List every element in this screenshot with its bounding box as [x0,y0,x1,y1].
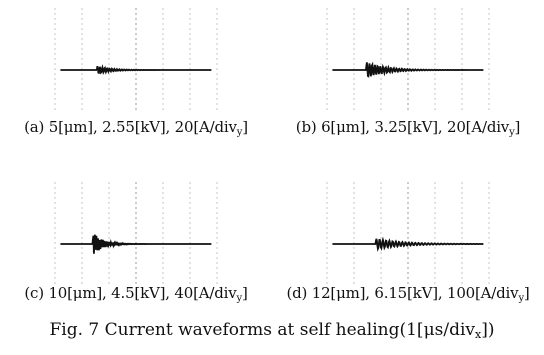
panel-caption: (a) 5[μm], 2.55[kV], 20[A/divy] [24,118,248,138]
panel-caption: (d) 12[μm], 6.15[kV], 100[A/divy] [286,284,530,304]
figure-caption: Fig. 7 Current waveforms at self healing… [49,320,495,341]
waveform-panel-c: (c) 10[μm], 4.5[kV], 40[A/divy] [0,152,272,304]
panel-caption: (c) 10[μm], 4.5[kV], 40[A/divy] [24,284,248,304]
current-waveform-trace [332,61,484,78]
oscilloscope-plot [326,8,490,110]
oscilloscope-plot [54,8,218,110]
waveform-panel-a: (a) 5[μm], 2.55[kV], 20[A/divy] [0,0,272,150]
waveform-panel-b: (b) 6[μm], 3.25[kV], 20[A/divy] [272,0,544,150]
current-waveform-trace [332,236,484,252]
oscilloscope-plot [326,182,490,284]
current-waveform-trace [60,64,212,76]
oscilloscope-plot [54,182,218,284]
panel-caption: (b) 6[μm], 3.25[kV], 20[A/divy] [295,118,521,138]
current-waveform-trace [60,234,212,254]
waveform-panel-d: (d) 12[μm], 6.15[kV], 100[A/divy] [272,152,544,304]
